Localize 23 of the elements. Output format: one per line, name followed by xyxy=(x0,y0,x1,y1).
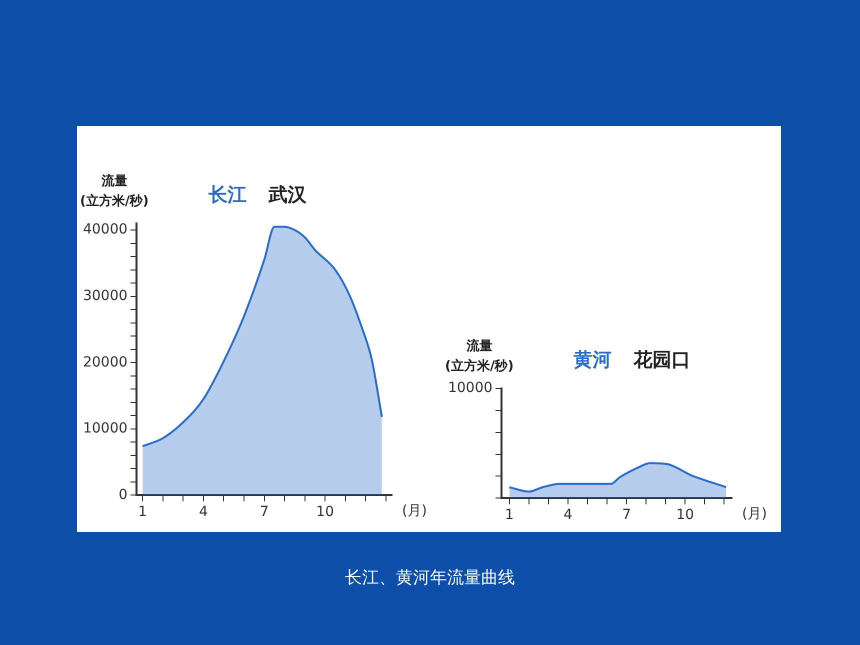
y-tick-label: 0 xyxy=(118,486,128,503)
chart-title: 武汉 xyxy=(268,183,307,208)
y-tick-label: 40000 xyxy=(82,222,128,238)
y-axis-title: 流量 (立方米/秒) xyxy=(80,172,149,211)
x-tick-label: 10 xyxy=(316,504,334,520)
y-tick-label: 20000 xyxy=(82,354,128,370)
x-tick-label: 7 xyxy=(622,507,631,524)
chart-title: 花园口 xyxy=(634,348,691,373)
x-axis-title: (月) xyxy=(742,505,767,523)
x-tick-label: 1 xyxy=(138,504,148,520)
y-tick-label: 10000 xyxy=(448,380,493,396)
x-tick-label: 4 xyxy=(198,504,208,520)
x-axis-title: (月) xyxy=(402,502,427,520)
series-label: 长江 xyxy=(208,183,247,208)
y-tick-label: 30000 xyxy=(82,288,128,304)
x-tick-label: 7 xyxy=(260,504,269,520)
x-tick-label: 1 xyxy=(504,507,514,524)
text: 黄河 xyxy=(574,348,612,373)
x-tick-label: 10 xyxy=(676,507,694,524)
x-tick-label: 4 xyxy=(563,507,572,524)
text: 长江、黄河年流量曲线 xyxy=(344,567,516,589)
y-axis-title: 流量 (立方米/秒) xyxy=(445,338,514,376)
y-tick-label: 10000 xyxy=(82,420,128,437)
